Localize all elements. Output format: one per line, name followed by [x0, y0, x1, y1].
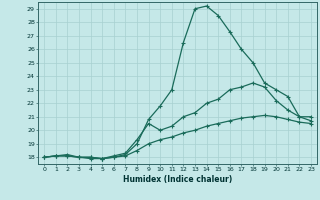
- X-axis label: Humidex (Indice chaleur): Humidex (Indice chaleur): [123, 175, 232, 184]
